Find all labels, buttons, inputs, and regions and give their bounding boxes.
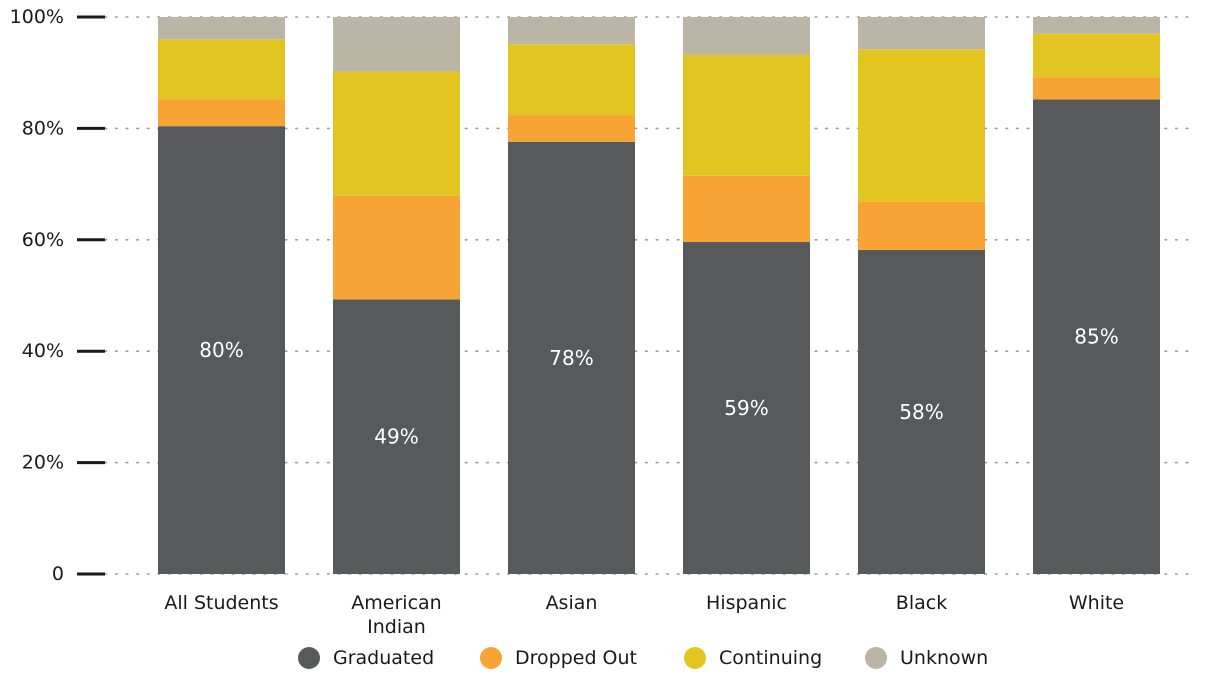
bar-segment-graduated-american-indian xyxy=(333,299,460,574)
legend-swatch-dropped-out xyxy=(480,647,502,669)
y-tick-label: 100% xyxy=(10,6,64,28)
legend-label-dropped-out: Dropped Out xyxy=(515,647,637,669)
bar-segment-unknown-american-indian xyxy=(333,17,460,72)
y-axis: 0 20% 40% 60% 80% 100% xyxy=(10,6,105,585)
category-label-black: Black xyxy=(896,592,947,614)
legend-swatch-continuing xyxy=(684,647,706,669)
data-labels: 80% 49% 78% 59% 58% 85% xyxy=(199,325,1118,449)
bar-segment-dropped-out-american-indian xyxy=(333,195,460,300)
bar-segment-continuing-american-indian xyxy=(333,71,460,196)
bar-segment-continuing-asian xyxy=(508,44,635,116)
data-label-american-indian: 49% xyxy=(374,425,418,449)
bars xyxy=(158,17,1160,575)
category-label-white: White xyxy=(1069,592,1124,614)
bar-segment-graduated-asian xyxy=(508,141,635,574)
bar-segment-graduated-hispanic xyxy=(683,242,810,574)
y-tick-label: 80% xyxy=(22,117,64,139)
bar-segment-dropped-out-black xyxy=(858,201,985,250)
bar-segment-continuing-all-students xyxy=(158,39,285,100)
legend-swatch-unknown xyxy=(865,647,887,669)
bar-segment-unknown-black xyxy=(858,17,985,50)
y-tick-label: 60% xyxy=(22,229,64,251)
legend-label-continuing: Continuing xyxy=(719,647,822,669)
bar-segment-continuing-hispanic xyxy=(683,54,810,176)
y-tick-label: 40% xyxy=(22,340,64,362)
y-tick-label: 20% xyxy=(22,452,64,474)
bar-segment-dropped-out-all-students xyxy=(158,99,285,127)
data-label-black: 58% xyxy=(899,400,943,424)
bar-segment-unknown-asian xyxy=(508,17,635,45)
category-label-american-indian: Indian xyxy=(367,616,426,638)
y-tick-label: 0 xyxy=(52,563,64,585)
category-label-hispanic: Hispanic xyxy=(706,592,787,614)
gridlines xyxy=(104,16,1196,575)
category-label-all-students: All Students xyxy=(164,592,278,614)
category-label-american-indian: American xyxy=(351,592,441,614)
bar-segment-graduated-all-students xyxy=(158,126,285,574)
legend-label-graduated: Graduated xyxy=(333,647,434,669)
bar-segment-unknown-white xyxy=(1033,17,1160,34)
legend: Graduated Dropped Out Continuing Unknown xyxy=(298,647,988,669)
bar-segment-continuing-black xyxy=(858,49,985,202)
legend-swatch-graduated xyxy=(298,647,320,669)
bar-segment-continuing-white xyxy=(1033,33,1160,78)
bar-segment-dropped-out-white xyxy=(1033,77,1160,100)
data-label-hispanic: 59% xyxy=(724,396,768,420)
bar-segment-graduated-black xyxy=(858,249,985,575)
bar-segment-dropped-out-hispanic xyxy=(683,175,810,243)
bar-segment-unknown-all-students xyxy=(158,17,285,40)
data-label-all-students: 80% xyxy=(199,338,243,362)
legend-label-unknown: Unknown xyxy=(900,647,988,669)
bar-segment-dropped-out-asian xyxy=(508,115,635,142)
data-label-asian: 78% xyxy=(549,346,593,370)
category-label-asian: Asian xyxy=(546,592,598,614)
bar-segment-graduated-white xyxy=(1033,99,1160,574)
bar-segment-unknown-hispanic xyxy=(683,17,810,55)
data-label-white: 85% xyxy=(1074,325,1118,349)
